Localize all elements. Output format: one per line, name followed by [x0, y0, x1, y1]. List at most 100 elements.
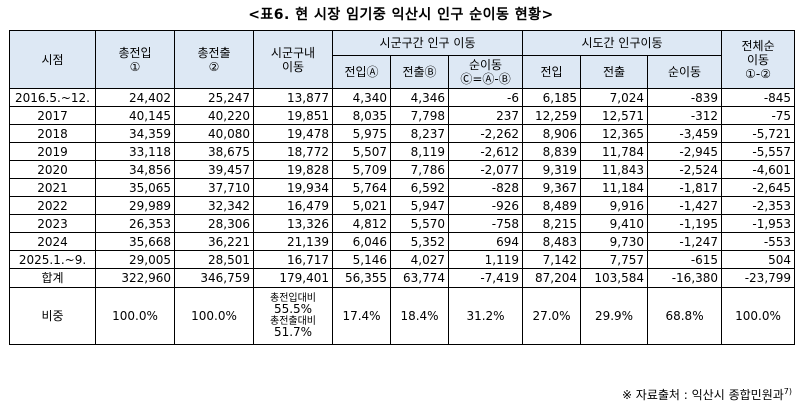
table-cell: 5,975: [332, 124, 391, 143]
table-cell: 19,478: [253, 124, 333, 143]
ratio-cell: 100.0%: [174, 287, 254, 345]
table-cell: -1,247: [647, 232, 723, 251]
table-cell: 11,184: [580, 178, 649, 197]
table-cell: 7,142: [522, 250, 582, 269]
total-cell: 322,960: [95, 268, 175, 288]
table-body: 2016.5.~12. 24,402 25,247 13,877 4,340 4,346-…: [9, 88, 796, 345]
total-cell: 63,774: [390, 268, 449, 288]
table-cell: 5,709: [332, 160, 391, 179]
header-inter-prov-in: 전입: [522, 55, 582, 89]
table-cell: -553: [721, 232, 796, 251]
table-cell: -75: [721, 106, 796, 125]
table-cell: -2,645: [721, 178, 796, 197]
table-cell: -2,945: [647, 142, 723, 161]
table-row: 2017 40,145 40,220 19,851 8,035 7,798 237 12,25…: [9, 106, 796, 125]
table-cell: 4,812: [332, 214, 391, 233]
table-cell: 29,989: [95, 196, 175, 215]
header-inter-prov-out: 전출: [580, 55, 649, 89]
table-cell: 19,851: [253, 106, 333, 125]
table-cell: 5,021: [332, 196, 391, 215]
ratio-label: 비중: [9, 287, 96, 345]
table-cell: -2,353: [721, 196, 796, 215]
table-cell: 8,906: [522, 124, 582, 143]
row-label: 2022: [9, 196, 96, 215]
row-label: 2017: [9, 106, 96, 125]
header-inter-city-net: 순이동 Ⓒ=Ⓐ-Ⓑ: [447, 55, 524, 89]
table-cell: -926: [447, 196, 524, 215]
table-cell: 21,139: [253, 232, 333, 251]
table-cell: 32,342: [174, 196, 254, 215]
header-inter-city-in: 전입Ⓐ: [332, 55, 391, 89]
table-cell: 6,592: [390, 178, 449, 197]
table-cell: 9,410: [580, 214, 649, 233]
table-cell: 11,843: [580, 160, 649, 179]
header-total-in: 총전입 ①: [95, 30, 175, 89]
table-cell: 9,319: [522, 160, 582, 179]
table-cell: 5,764: [332, 178, 391, 197]
ratio-cell: 68.8%: [647, 287, 723, 345]
total-cell: -7,419: [447, 268, 524, 288]
table-cell: 34,359: [95, 124, 175, 143]
table-title: <표6. 현 시장 임기중 익산시 인구 순이동 현황>: [248, 7, 554, 23]
table-cell: -828: [447, 178, 524, 197]
table-cell: 5,146: [332, 250, 391, 269]
header-inter-prov-net: 순이동: [647, 55, 723, 89]
table-cell: -2,612: [447, 142, 524, 161]
table-cell: 237: [447, 106, 524, 125]
header-total-out: 총전출 ②: [174, 30, 254, 89]
table-cell: 26,353: [95, 214, 175, 233]
table-cell: 28,306: [174, 214, 254, 233]
total-cell: 56,355: [332, 268, 391, 288]
table-cell: 694: [447, 232, 524, 251]
table-cell: 34,856: [95, 160, 175, 179]
table-cell: 504: [721, 250, 796, 269]
table-cell: 5,352: [390, 232, 449, 251]
table-cell: 7,757: [580, 250, 649, 269]
row-label: 2025.1.~9.: [9, 250, 96, 269]
table-row: 2019 33,118 38,675 18,772 5,507 8,119 -2,612 8,…: [9, 142, 796, 161]
table-cell: 28,501: [174, 250, 254, 269]
row-label: 2024: [9, 232, 96, 251]
source-note: ※ 자료출처 : 익산시 종합민원과7): [621, 387, 792, 402]
table-cell: -4,601: [721, 160, 796, 179]
ratio-cell: 27.0%: [522, 287, 582, 345]
total-cell: 179,401: [253, 268, 333, 288]
table-row: 2025.1.~9. 29,005 28,501 16,717 5,146 4,027 1,…: [9, 250, 796, 269]
row-label: 2021: [9, 178, 96, 197]
table-cell: 8,839: [522, 142, 582, 161]
table-cell: 38,675: [174, 142, 254, 161]
ratio-row: 비중 100.0% 100.0% 총전입대비 55.5% 총전출대비 51.7%…: [9, 287, 796, 345]
row-label: 2020: [9, 160, 96, 179]
total-cell: -23,799: [721, 268, 796, 288]
table-cell: 12,259: [522, 106, 582, 125]
table-cell: -1,953: [721, 214, 796, 233]
table-cell: 9,916: [580, 196, 649, 215]
table-cell: 4,346: [390, 88, 449, 107]
table-cell: 24,402: [95, 88, 175, 107]
table-cell: 5,570: [390, 214, 449, 233]
table-row: 2016.5.~12. 24,402 25,247 13,877 4,340 4,346-…: [9, 88, 796, 107]
table-cell: -1,817: [647, 178, 723, 197]
table-row: 2020 34,856 39,457 19,828 5,709 7,786 -2,077 9,…: [9, 160, 796, 179]
ratio-cell: 18.4%: [390, 287, 449, 345]
row-label: 2018: [9, 124, 96, 143]
total-label: 합계: [9, 268, 96, 288]
table-cell: -5,721: [721, 124, 796, 143]
table-cell: 18,772: [253, 142, 333, 161]
table-cell: 13,877: [253, 88, 333, 107]
table-cell: 33,118: [95, 142, 175, 161]
table-cell: -2,077: [447, 160, 524, 179]
table-cell: 35,065: [95, 178, 175, 197]
table-cell: 39,457: [174, 160, 254, 179]
total-row: 합계 322,960 346,759 179,401 56,355 63,774…: [9, 268, 796, 288]
table-cell: -1,195: [647, 214, 723, 233]
table-cell: 29,005: [95, 250, 175, 269]
table-cell: 35,668: [95, 232, 175, 251]
table-cell: 40,145: [95, 106, 175, 125]
ratio-cell: 17.4%: [332, 287, 391, 345]
table-cell: 1,119: [447, 250, 524, 269]
table-cell: 9,730: [580, 232, 649, 251]
table-cell: 5,947: [390, 196, 449, 215]
table-cell: -5,557: [721, 142, 796, 161]
table-cell: -615: [647, 250, 723, 269]
